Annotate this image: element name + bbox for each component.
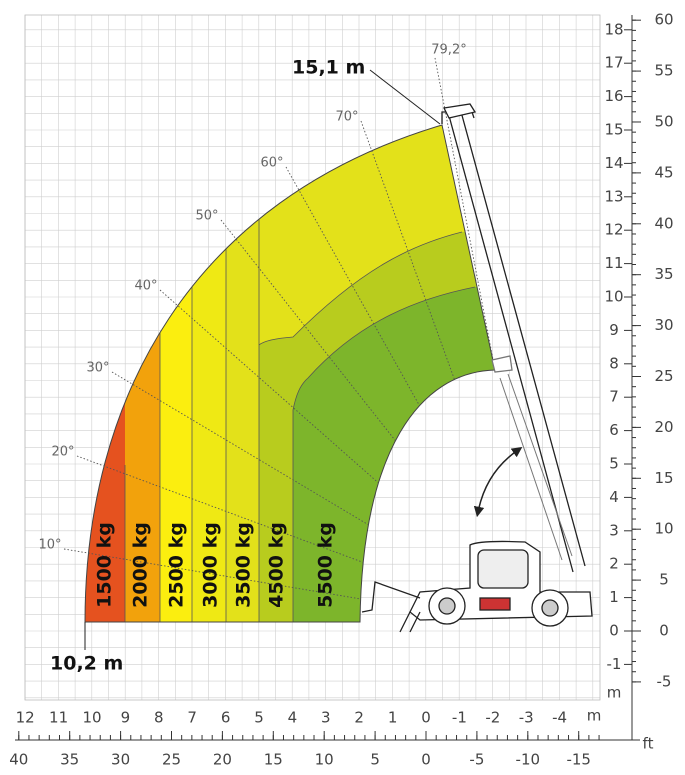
feet-tick-label: 45: [654, 163, 673, 181]
meter-tick-label: -2: [485, 709, 500, 727]
load-label: 3500 kg: [233, 522, 255, 608]
meter-tick-label: 12: [604, 221, 623, 239]
meter-tick-label: 0: [421, 709, 431, 727]
meter-tick-label: 6: [609, 421, 619, 439]
meter-tick-label: 4: [609, 488, 619, 506]
meter-tick-label: 8: [154, 709, 164, 727]
meter-tick-label: 1: [388, 709, 398, 727]
feet-tick-label: 20: [213, 751, 232, 769]
meter-tick-label: 9: [609, 321, 619, 339]
load-label: 2500 kg: [166, 522, 188, 608]
meter-tick-label: 6: [221, 709, 231, 727]
load-label: 1500 kg: [94, 522, 116, 608]
feet-tick-label: 10: [315, 751, 334, 769]
feet-tick-label: 25: [162, 751, 181, 769]
max-height: 15,1 m: [292, 57, 365, 79]
feet-tick-label: -15: [566, 751, 591, 769]
meter-tick-label: 1: [609, 588, 619, 606]
angle-label: 50°: [195, 209, 218, 224]
angle-label: 20°: [51, 445, 74, 460]
meter-tick-label: 11: [604, 254, 623, 272]
load-label: 2000 kg: [130, 522, 152, 608]
load-label: 4500 kg: [266, 522, 288, 608]
angle-label: 30°: [86, 361, 109, 376]
feet-tick-label: 5: [370, 751, 380, 769]
meter-tick-label: -3: [519, 709, 534, 727]
angle-label: 79,2°: [431, 43, 466, 58]
meter-tick-label: 14: [604, 154, 623, 172]
feet-unit: ft: [643, 735, 654, 753]
meter-tick-label: 7: [609, 388, 619, 406]
feet-tick-label: 60: [654, 11, 673, 29]
meter-tick-label: 15: [604, 121, 623, 139]
meter-unit-right: m: [607, 684, 622, 702]
feet-tick-label: 0: [421, 751, 431, 769]
meter-tick-label: -1: [607, 655, 622, 673]
angle-label: 60°: [260, 156, 283, 171]
meter-tick-label: 11: [49, 709, 68, 727]
feet-tick-label: 40: [654, 214, 673, 232]
meter-tick-label: 17: [604, 54, 623, 72]
meter-tick-label: 2: [354, 709, 364, 727]
meter-tick-label: 13: [604, 187, 623, 205]
meter-tick-label: 4: [288, 709, 298, 727]
feet-tick-label: 10: [654, 520, 673, 538]
feet-tick-label: 30: [654, 316, 673, 334]
meter-tick-label: 3: [609, 521, 619, 539]
angle-label: 40°: [134, 279, 157, 294]
feet-tick-label: 5: [659, 571, 669, 589]
meter-tick-label: 5: [254, 709, 264, 727]
meter-tick-label: 7: [187, 709, 197, 727]
max-reach: 10,2 m: [50, 653, 123, 675]
load-label: 3000 kg: [200, 522, 222, 608]
feet-tick-label: -5: [469, 751, 484, 769]
angle-label: 70°: [335, 110, 358, 125]
feet-tick-label: 0: [659, 622, 669, 640]
meter-tick-label: 0: [609, 622, 619, 640]
feet-tick-label: 35: [654, 265, 673, 283]
meter-tick-label: 10: [604, 288, 623, 306]
meter-tick-label: -4: [552, 709, 567, 727]
load-label: 5500 kg: [315, 522, 337, 608]
meter-unit-bottom: m: [587, 707, 602, 725]
angle-label: 10°: [38, 538, 61, 553]
zone-5500: [293, 287, 600, 700]
meter-tick-label: 8: [609, 354, 619, 372]
feet-tick-label: 25: [654, 367, 673, 385]
feet-tick-label: 50: [654, 112, 673, 130]
meter-tick-label: 9: [121, 709, 131, 727]
meter-tick-label: 16: [604, 87, 623, 105]
meter-tick-label: 18: [604, 20, 623, 38]
feet-tick-label: 20: [654, 418, 673, 436]
feet-tick-label: 40: [9, 751, 28, 769]
feet-tick-label: 30: [111, 751, 130, 769]
height-leader: [370, 70, 440, 124]
meter-tick-label: 2: [609, 555, 619, 573]
feet-tick-label: 15: [654, 469, 673, 487]
meter-tick-label: 12: [16, 709, 35, 727]
feet-tick-label: -10: [516, 751, 541, 769]
meter-tick-label: 10: [82, 709, 101, 727]
feet-tick-label: 35: [60, 751, 79, 769]
feet-tick-label: 55: [654, 62, 673, 80]
meter-tick-label: 3: [321, 709, 331, 727]
load-chart: 15,1 m 10,2 m m m ft -101234567891011121…: [0, 0, 685, 771]
feet-tick-label: 15: [264, 751, 283, 769]
meter-tick-label: 5: [609, 455, 619, 473]
feet-tick-label: -5: [657, 672, 672, 690]
meter-tick-label: -1: [452, 709, 467, 727]
